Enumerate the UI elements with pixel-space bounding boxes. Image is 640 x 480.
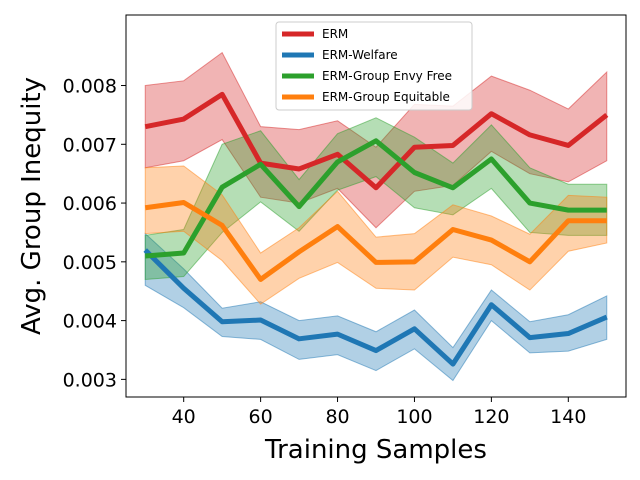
- erm-group-envy-free-point: [181, 251, 186, 256]
- y-tick-label: 0.004: [63, 311, 117, 333]
- erm-band: [144, 51, 608, 229]
- erm-point: [412, 145, 417, 150]
- erm-point: [335, 152, 340, 157]
- x-tick-label: 100: [396, 406, 432, 428]
- erm-welfare-point: [374, 348, 379, 353]
- legend-box: [275, 21, 473, 111]
- axes-frame: [125, 14, 627, 398]
- erm-welfare-point: [297, 336, 302, 341]
- erm-welfare-point: [489, 302, 494, 307]
- x-axis-title: Training Samples: [264, 435, 487, 465]
- erm-point: [566, 143, 571, 148]
- erm-welfare-point: [527, 335, 532, 340]
- erm-point: [450, 143, 455, 148]
- erm-group-envy-free-point: [489, 156, 494, 161]
- erm-group-envy-free-point: [143, 253, 148, 258]
- erm-welfare-point: [566, 331, 571, 336]
- erm-group-envy-free-legend-label: ERM-Group Envy Free: [322, 69, 452, 83]
- x-tick-label: 120: [473, 406, 509, 428]
- erm-group-equitable-point: [604, 218, 609, 223]
- erm-group-envy-free-point: [258, 162, 263, 167]
- erm-welfare-line: [143, 248, 608, 367]
- plot-frame: [125, 14, 627, 398]
- y-axis-ticks: 0.003 0.004 0.005 0.006 0.007 0.008: [63, 76, 126, 391]
- erm-group-equitable-point: [450, 227, 455, 232]
- y-axis-title: Avg. Group Inequity: [17, 77, 47, 335]
- y-tick-label: 0.005: [63, 252, 117, 274]
- erm-group-envy-free-point: [412, 170, 417, 175]
- erm-group-equitable-point: [220, 223, 225, 228]
- erm-group-envy-free-point: [374, 138, 379, 143]
- erm-welfare-legend-label: ERM-Welfare: [322, 48, 398, 62]
- x-tick-label: 40: [172, 406, 196, 428]
- erm-group-equitable-point: [374, 260, 379, 265]
- erm-point: [143, 124, 148, 129]
- erm-group-equitable-point: [297, 249, 302, 254]
- erm-welfare-point: [412, 326, 417, 331]
- erm-group-equitable-band: [144, 165, 608, 305]
- erm-group-envy-free-point: [335, 159, 340, 164]
- erm-line: [144, 91, 609, 191]
- erm-group-equitable-point: [566, 218, 571, 223]
- y-tick-label: 0.007: [63, 134, 117, 156]
- y-tick-label: 0.003: [63, 369, 117, 391]
- erm-point: [220, 92, 225, 97]
- x-tick-label: 60: [249, 406, 273, 428]
- erm-legend-label: ERM: [322, 27, 348, 41]
- erm-group-envy-free-point: [566, 208, 571, 213]
- erm-welfare-point: [335, 332, 340, 337]
- x-tick-label: 140: [550, 406, 586, 428]
- erm-group-envy-free-point: [220, 185, 225, 190]
- erm-point: [297, 166, 302, 171]
- erm-point: [604, 112, 609, 117]
- erm-welfare-point: [220, 319, 225, 324]
- erm-group-envy-free-point: [450, 185, 455, 190]
- erm-group-envy-free-point: [604, 208, 609, 213]
- erm-welfare-point: [143, 248, 148, 253]
- y-tick-label: 0.006: [63, 193, 117, 215]
- erm-point: [489, 111, 494, 116]
- erm-group-equitable-line: [144, 199, 607, 282]
- erm-welfare-point: [181, 286, 186, 291]
- erm-group-envy-free-point: [297, 204, 302, 209]
- legend: ERM ERM-Welfare ERM-Group Envy Free ERM-Gro…: [275, 21, 473, 111]
- erm-group-equitable-point: [258, 277, 263, 282]
- erm-group-equitable-legend-label: ERM-Group Equitable: [322, 90, 450, 104]
- erm-group-equitable-point: [335, 224, 340, 229]
- erm-welfare-point: [604, 315, 609, 320]
- erm-group-equitable-point: [489, 238, 494, 243]
- x-tick-label: 80: [325, 406, 349, 428]
- erm-group-equitable-point: [181, 200, 186, 205]
- erm-welfare-point: [450, 362, 455, 367]
- erm-group-envy-free-line: [145, 138, 607, 259]
- erm-point: [527, 132, 532, 137]
- erm-point: [374, 185, 379, 190]
- erm-group-equitable-point: [527, 259, 532, 264]
- erm-group-equitable-point: [143, 205, 148, 210]
- y-tick-label: 0.008: [63, 76, 117, 98]
- series-lines: [143, 91, 609, 367]
- erm-welfare-point: [258, 318, 263, 323]
- erm-group-equitable-point: [412, 259, 417, 264]
- erm-group-envy-free-point: [527, 201, 532, 206]
- x-axis-ticks: 40 60 80 100 120 140: [172, 397, 586, 428]
- erm-point: [181, 117, 186, 122]
